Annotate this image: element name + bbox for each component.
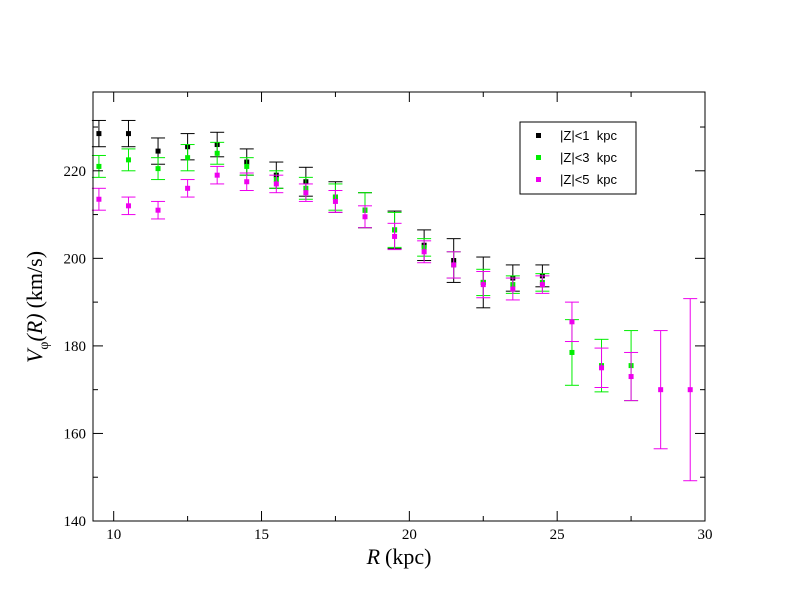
data-point <box>244 179 250 185</box>
data-point <box>214 172 220 178</box>
legend-label-z5: |Z|<5 kpc <box>560 172 617 187</box>
data-point <box>96 131 102 137</box>
data-point <box>155 148 161 154</box>
data-point <box>569 349 575 355</box>
x-axis-var: R <box>366 544 381 569</box>
y-tick-label: 220 <box>64 164 87 180</box>
y-axis-sub: φ <box>37 342 52 350</box>
x-axis-unit: (kpc) <box>385 544 431 569</box>
axes-layer: 10 15 20 25 30 140 160 180 200 220 <box>64 92 713 543</box>
plot-frame <box>92 91 706 522</box>
x-tick-label: 20 <box>402 527 417 543</box>
legend-label-z3: |Z|<3 kpc <box>560 150 617 165</box>
y-axis-arg: (R) <box>22 313 47 341</box>
y-tick-label: 160 <box>64 426 87 442</box>
legend: |Z|<1 kpc |Z|<3 kpc |Z|<5 kpc <box>519 121 637 195</box>
data-point <box>155 166 161 172</box>
x-tick-label: 25 <box>550 527 565 543</box>
data-point <box>362 214 368 220</box>
legend-marker-z3 <box>536 155 541 160</box>
data-point <box>569 319 575 325</box>
x-tick-label: 30 <box>698 527 713 543</box>
legend-marker-z1 <box>536 133 541 138</box>
data-point <box>510 286 516 292</box>
y-tick-label: 180 <box>64 339 87 355</box>
data-point <box>599 365 605 371</box>
data-point <box>539 282 545 288</box>
data-point <box>96 196 102 202</box>
y-axis-unit: (km/s) <box>22 251 47 308</box>
data-point <box>125 131 131 137</box>
legend-marker-z5 <box>536 177 541 182</box>
data-point <box>303 190 309 196</box>
data-point <box>185 155 191 161</box>
data-point <box>628 374 634 380</box>
legend-label-z1: |Z|<1 kpc <box>560 128 617 143</box>
data-point <box>244 163 250 169</box>
series-z5 <box>91 165 698 482</box>
data-point <box>421 249 427 255</box>
y-axis-var: V <box>22 347 47 363</box>
data-point <box>185 185 191 191</box>
y-axis-title: Vφ(R) (km/s) <box>22 251 52 363</box>
y-tick-label: 140 <box>64 514 87 530</box>
data-point <box>214 150 220 156</box>
data-point <box>332 198 338 204</box>
data-point <box>96 163 102 169</box>
data-point <box>125 203 131 209</box>
data-point <box>125 157 131 163</box>
x-axis-title: R (kpc) <box>366 544 432 569</box>
data-point <box>687 387 693 393</box>
data-point <box>273 181 279 187</box>
data-point <box>451 262 457 268</box>
series-layer <box>91 119 698 482</box>
x-tick-label: 15 <box>254 527 269 543</box>
data-point <box>658 387 664 393</box>
data-point <box>155 207 161 213</box>
y-tick-label: 200 <box>64 251 87 267</box>
data-point <box>480 282 486 288</box>
data-point <box>392 233 398 239</box>
x-tick-label: 10 <box>106 527 121 543</box>
